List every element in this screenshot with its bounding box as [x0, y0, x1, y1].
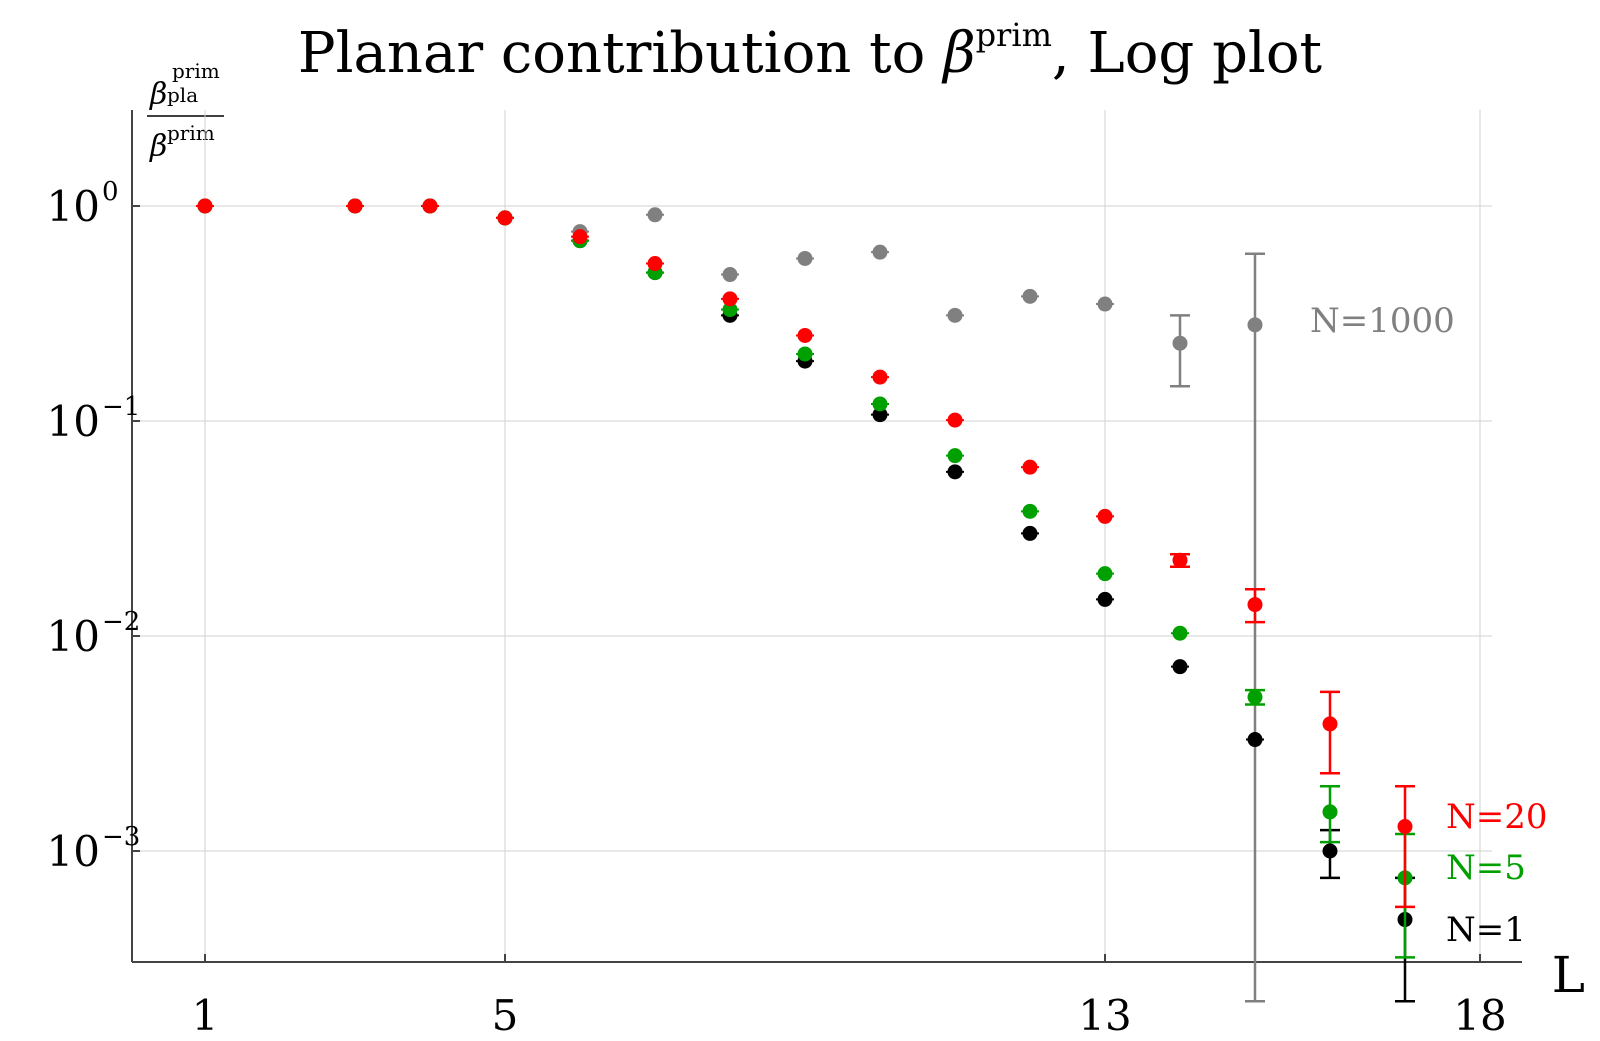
y-label-numerator-sup: prim: [172, 59, 220, 83]
data-point: [347, 198, 363, 214]
data-point: [797, 327, 813, 343]
grid: [132, 110, 1492, 962]
y-tick-exponent: −2: [102, 607, 140, 637]
data-point: [1322, 843, 1338, 859]
x-axis-label: L: [1552, 946, 1585, 1004]
data-point: [722, 291, 738, 307]
data-point: [947, 464, 963, 480]
data-point: [797, 346, 813, 362]
data-point: [947, 307, 963, 323]
data-point: [1247, 689, 1263, 705]
inline-legend: N=1000 N=20 N=5 N=1: [1310, 301, 1548, 950]
series-n-1: [196, 198, 1415, 1003]
y-tick-label: 10: [47, 397, 100, 446]
legend-label: N=5: [1446, 848, 1526, 888]
data-point: [872, 407, 888, 423]
legend-label: N=20: [1446, 797, 1548, 837]
y-tick-label: 10: [47, 827, 100, 876]
y-label-numerator-sub: pla: [167, 83, 198, 107]
data-point: [722, 267, 738, 283]
data-point: [1247, 317, 1263, 333]
data-point: [647, 256, 663, 272]
y-tick-exponent: −3: [102, 822, 140, 852]
data-point: [872, 244, 888, 260]
y-tick-exponent: 0: [102, 177, 119, 207]
data-point: [797, 250, 813, 266]
data-point: [722, 302, 738, 318]
axes: [131, 110, 1522, 963]
legend-label: N=1: [1446, 910, 1526, 950]
legend-label: N=1000: [1310, 301, 1455, 341]
data-point: [1172, 659, 1188, 675]
data-point: [872, 396, 888, 412]
data-point: [1097, 508, 1113, 524]
y-label-denominator-sup: prim: [167, 121, 215, 145]
data-point: [947, 412, 963, 428]
y-tick-label: 10: [47, 612, 100, 661]
data-point: [1022, 459, 1038, 475]
data-point: [1022, 503, 1038, 519]
y-label-numerator-beta: β: [149, 77, 167, 112]
data-point: [1322, 804, 1338, 820]
data-point: [1022, 525, 1038, 541]
data-point: [1322, 716, 1338, 732]
y-tick-label: 10: [47, 182, 100, 231]
data-point: [497, 210, 513, 226]
data-point: [1097, 296, 1113, 312]
series-n-5: [196, 198, 1415, 959]
data-point: [947, 448, 963, 464]
data-point: [1247, 732, 1263, 748]
data-point: [572, 229, 588, 245]
chart-title: Planar contribution to βprim, Log plot: [298, 16, 1323, 86]
data-point: [1022, 288, 1038, 304]
data-point: [197, 198, 213, 214]
data-point: [872, 369, 888, 385]
x-tick-label: 13: [1078, 991, 1131, 1040]
data-point: [1172, 552, 1188, 568]
y-tick-exponent: −1: [102, 392, 140, 422]
x-tick-label: 5: [492, 991, 519, 1040]
data-point: [1397, 819, 1413, 835]
data-point: [1247, 597, 1263, 613]
data-point: [1097, 591, 1113, 607]
data-point: [647, 207, 663, 223]
data-point: [1172, 335, 1188, 351]
y-axis-label: β prim pla β prim: [147, 59, 224, 164]
series-n-20: [196, 198, 1415, 909]
y-label-denominator-beta: β: [149, 129, 167, 164]
data-point: [1097, 566, 1113, 582]
x-tick-label: 1: [192, 991, 219, 1040]
data-series: [196, 198, 1415, 1003]
x-tick-label: 18: [1453, 991, 1506, 1040]
data-point: [1172, 625, 1188, 641]
data-point: [422, 198, 438, 214]
